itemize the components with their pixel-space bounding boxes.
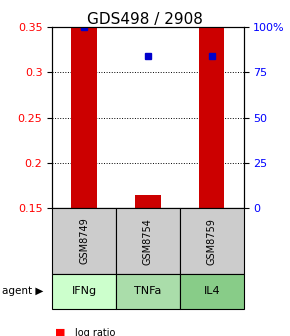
Text: TNFa: TNFa	[134, 287, 162, 296]
Bar	[199, 27, 224, 208]
Text: IL4: IL4	[203, 287, 220, 296]
Bar	[135, 195, 161, 208]
Text: GSM8749: GSM8749	[79, 218, 89, 264]
Text: agent ▶: agent ▶	[2, 287, 44, 296]
Text: GDS498 / 2908: GDS498 / 2908	[87, 12, 203, 27]
Text: IFNg: IFNg	[72, 287, 97, 296]
Text: log ratio: log ratio	[75, 328, 116, 336]
Bar	[71, 27, 97, 208]
Text: GSM8754: GSM8754	[143, 218, 153, 264]
Text: ■: ■	[55, 328, 66, 336]
Text: GSM8759: GSM8759	[207, 218, 217, 264]
